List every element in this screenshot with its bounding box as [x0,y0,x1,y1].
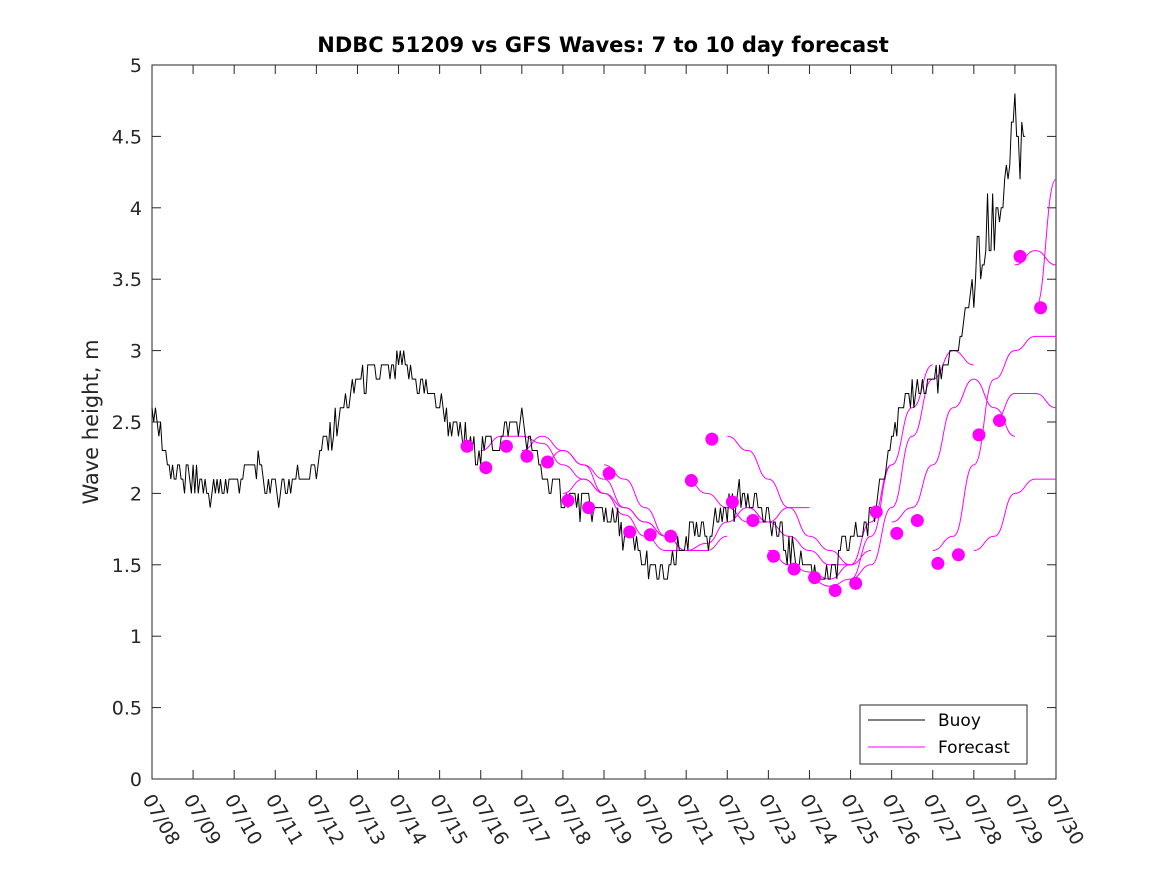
forecast-line [562,478,687,552]
buoy-line-path [151,93,1026,580]
legend: Buoy Forecast [859,704,1028,765]
y-tick-label: 0.5 [112,698,142,720]
chart-title: NDBC 51209 vs GFS Waves: 7 to 10 day for… [317,33,888,57]
forecast-line [809,364,933,587]
forecast-line [727,435,851,566]
forecast-line [973,478,1056,552]
forecast-marker [561,494,575,508]
forecast-marker [808,571,822,585]
forecast-marker [1013,249,1027,263]
y-tick-label: 4 [130,198,142,220]
forecast-marker [910,514,924,528]
y-tick-label: 2 [130,483,142,505]
forecast-marker [643,528,657,542]
forecast-marker [460,439,474,453]
y-tick-label: 5 [130,55,142,77]
forecast-marker [602,466,616,480]
forecast-marker [541,455,554,469]
y-axis-label: Wave height, m [79,339,103,504]
buoy-series [151,93,1026,580]
forecast-marker [787,562,801,576]
y-axis: 0 0.5 1 1.5 2 2.5 3 3.5 4 4.5 5 [112,55,1056,791]
forecast-line [994,392,1057,423]
y-tick-label: 3.5 [112,269,142,291]
forecast-marker [828,584,842,598]
forecast-marker [746,514,760,528]
forecast-marker [890,526,904,540]
forecast-marker [993,414,1006,428]
plot-area: 00.511.522.533.544.55 07/0807/0907/1007/… [112,55,1088,849]
y-tick-label: 1 [130,626,142,648]
axes-box [151,64,1057,780]
forecast-line [932,335,1056,552]
forecast-line [891,378,1016,523]
forecast-marker [849,576,863,590]
y-tick-label: 4.5 [112,126,142,148]
legend-forecast-label: Forecast [938,738,1010,758]
forecast-marker [479,461,493,475]
legend-buoy-label: Buoy [938,711,981,731]
y-tick-label: 0 [130,769,142,791]
forecast-marker [972,428,986,442]
y-tick-label: 1.5 [112,555,142,577]
forecast-marker [725,495,739,509]
forecast-marker [767,549,780,563]
forecast-marker [520,449,534,463]
legend-box [859,704,1028,765]
forecast-marker [869,505,883,519]
forecast-marker [951,548,965,562]
forecast-marker [931,556,945,570]
forecast-markers [460,249,1048,598]
y-tick-label: 3 [130,341,142,363]
forecast-marker [499,439,513,453]
forecast-marker [664,529,678,543]
forecast-marker [705,432,719,446]
forecast-marker [684,474,698,488]
forecast-marker [623,525,637,539]
forecast-marker [582,501,596,515]
y-tick-label: 2.5 [112,412,142,434]
forecast-marker [1034,301,1048,315]
